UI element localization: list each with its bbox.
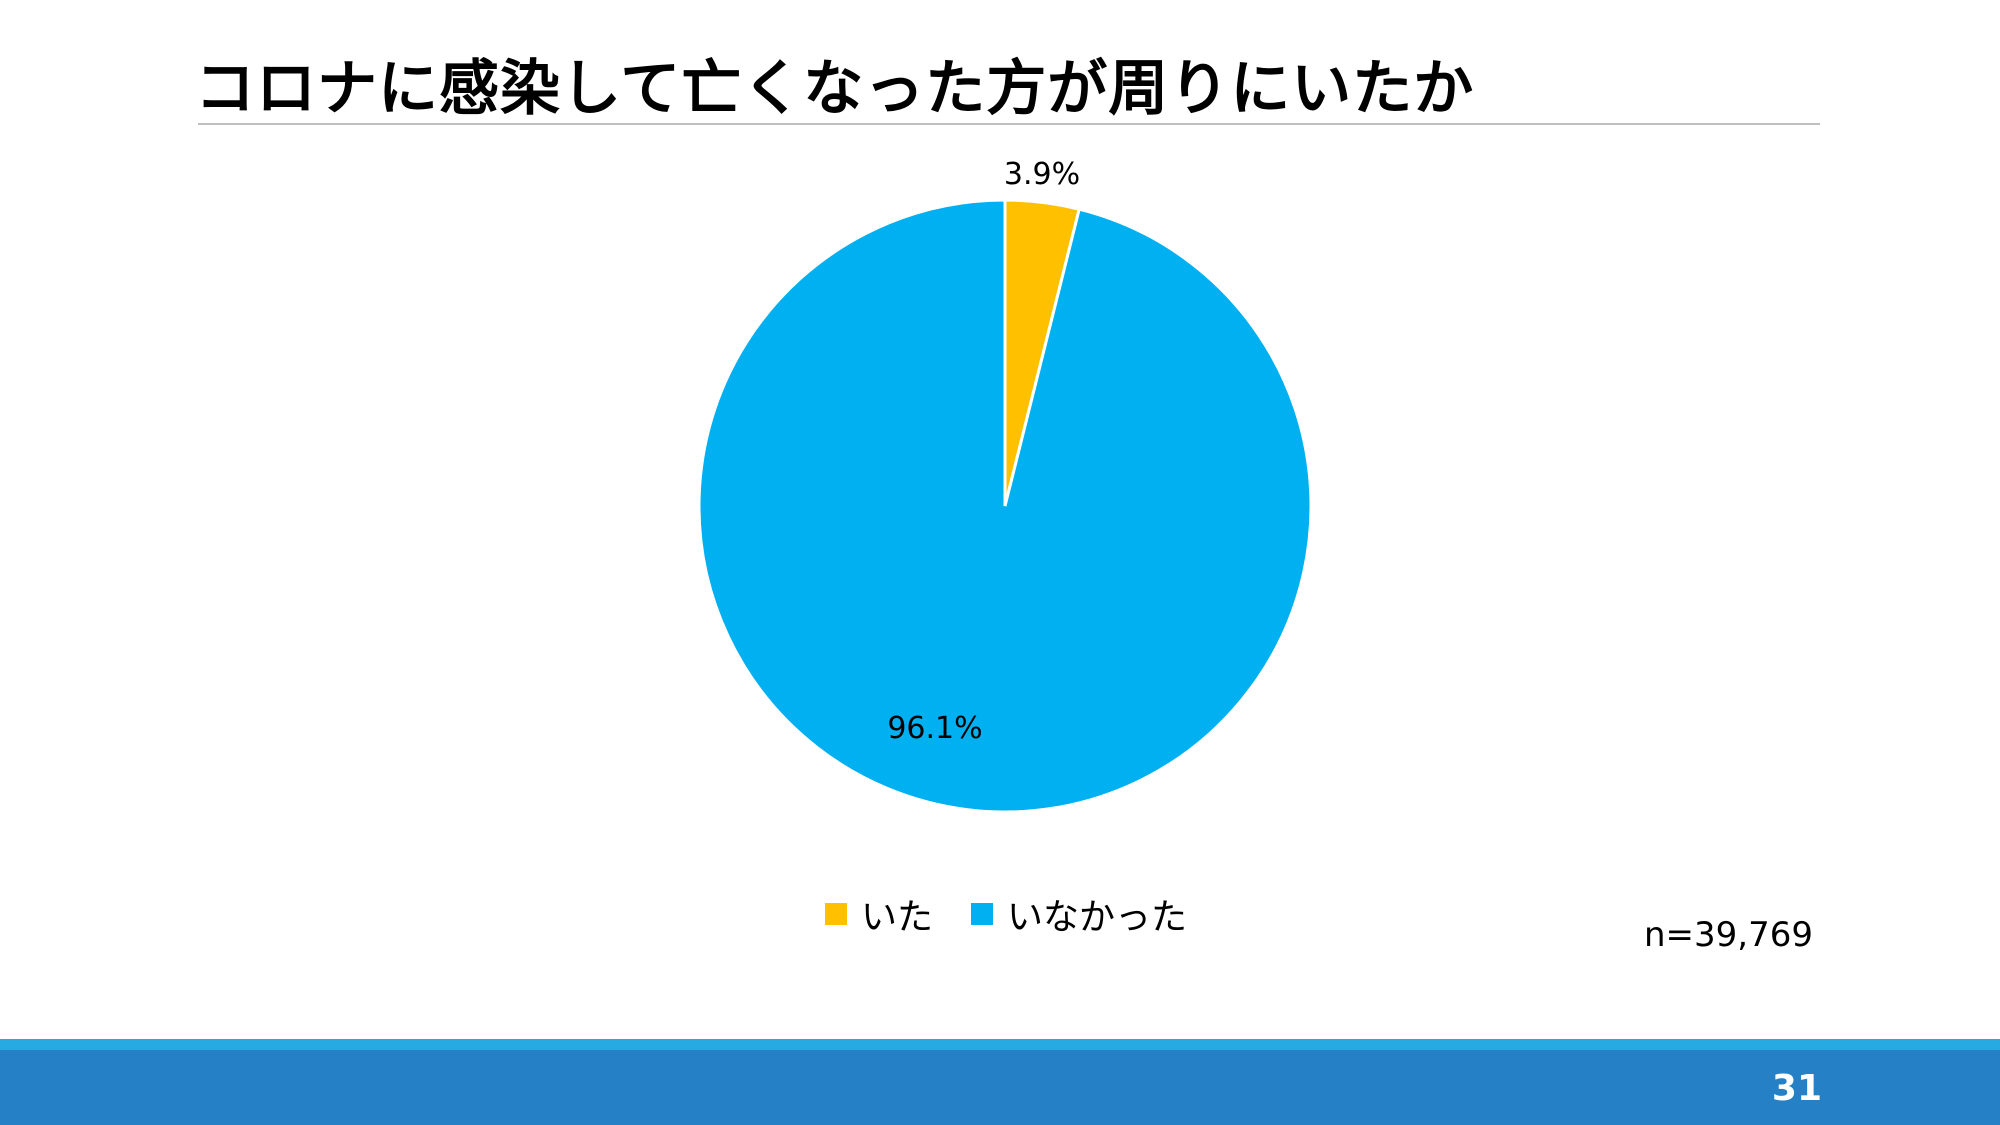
title-divider [198,123,1820,125]
pie-data-label-1: 96.1% [887,711,982,746]
footer-bar [0,1050,2000,1125]
pie-slices [697,198,1313,814]
page-number: 31 [1771,1068,1822,1109]
slide-title: コロナに感染して亡くなった方が周りにいたか [195,54,1475,124]
legend-label-inakatta: いなかった [1007,897,1188,938]
legend-item-inakatta: いなかった [971,888,1187,940]
legend-swatch-inakatta [971,903,994,925]
pie-slice-1 [697,198,1313,814]
pie-labels: 3.9% 96.1% [887,157,1080,746]
pie-data-label-0: 3.9% [1004,157,1080,192]
legend-item-ita: いた [825,888,933,940]
legend-swatch-ita [825,903,847,925]
sample-size-label: n=39,769 [1643,915,1813,955]
legend-label-ita: いた [861,897,934,938]
footer-stripe [0,1039,2000,1050]
chart-legend: いた いなかった [825,888,1225,940]
